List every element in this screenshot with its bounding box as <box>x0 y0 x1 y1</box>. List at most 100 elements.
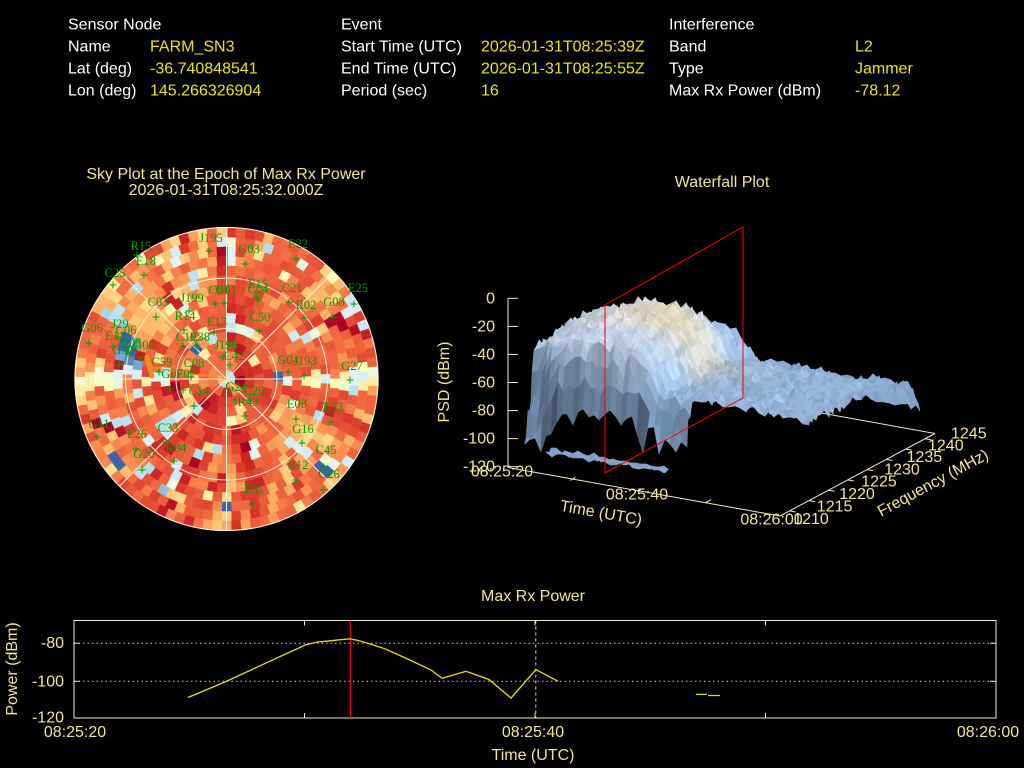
svg-text:E22: E22 <box>288 237 308 251</box>
svg-text:C01: C01 <box>209 283 230 297</box>
svg-text:J29: J29 <box>111 317 128 331</box>
svg-text:G16: G16 <box>292 422 314 436</box>
svg-text:G20: G20 <box>133 447 155 461</box>
svg-text:08:25:40: 08:25:40 <box>502 724 564 741</box>
svg-text:End Time (UTC): End Time (UTC) <box>341 61 457 78</box>
svg-text:1240: 1240 <box>928 438 964 455</box>
svg-text:-100: -100 <box>463 431 495 448</box>
svg-text:R02: R02 <box>296 298 317 312</box>
svg-text:-120: -120 <box>463 459 495 476</box>
svg-text:Band: Band <box>669 39 706 56</box>
svg-text:08:26:00: 08:26:00 <box>740 512 802 529</box>
svg-text:C03: C03 <box>148 295 169 309</box>
svg-text:Power (dBm): Power (dBm) <box>4 622 21 715</box>
svg-text:G08: G08 <box>323 295 345 309</box>
svg-text:08:25:20: 08:25:20 <box>471 464 533 481</box>
svg-text:G04: G04 <box>277 353 299 367</box>
svg-text:E25: E25 <box>348 281 368 295</box>
svg-text:C21: C21 <box>282 281 303 295</box>
svg-text:-120: -120 <box>32 710 64 727</box>
svg-text:-40: -40 <box>472 346 495 363</box>
svg-text:-80: -80 <box>472 403 495 420</box>
svg-text:G06: G06 <box>81 321 103 335</box>
svg-text:E03: E03 <box>323 400 343 414</box>
svg-text:Sky Plot at the Epoch of Max R: Sky Plot at the Epoch of Max Rx Power <box>86 166 366 183</box>
svg-text:C06: C06 <box>116 323 137 337</box>
svg-text:Name: Name <box>68 39 111 56</box>
svg-text:C26: C26 <box>244 384 265 398</box>
svg-text:E11: E11 <box>105 329 125 343</box>
svg-text:E08: E08 <box>287 397 307 411</box>
svg-text:1225: 1225 <box>861 474 897 491</box>
svg-text:-36.740848541: -36.740848541 <box>150 61 258 78</box>
svg-text:Max Rx Power: Max Rx Power <box>481 588 586 605</box>
svg-text:E18: E18 <box>136 254 156 268</box>
svg-text:-100: -100 <box>32 673 64 690</box>
svg-text:1220: 1220 <box>839 486 875 503</box>
svg-text:1235: 1235 <box>907 449 943 466</box>
svg-text:Sensor Node: Sensor Node <box>68 17 161 34</box>
svg-text:E13: E13 <box>207 315 227 329</box>
svg-text:J193: J193 <box>293 354 317 368</box>
svg-text:2026-01-31T08:25:55Z: 2026-01-31T08:25:55Z <box>481 61 645 78</box>
svg-text:G11: G11 <box>88 417 109 431</box>
svg-text:Waterfall Plot: Waterfall Plot <box>675 174 770 191</box>
svg-text:08:25:40: 08:25:40 <box>606 487 668 504</box>
svg-text:2026-01-31T08:25:32.000Z: 2026-01-31T08:25:32.000Z <box>129 182 324 199</box>
svg-text:C50: C50 <box>250 310 271 324</box>
svg-text:2026-01-31T08:25:39Z: 2026-01-31T08:25:39Z <box>481 39 645 56</box>
svg-text:-80: -80 <box>41 635 64 652</box>
svg-text:C19: C19 <box>176 330 197 344</box>
svg-text:FARM_SN3: FARM_SN3 <box>150 39 235 56</box>
svg-text:1230: 1230 <box>884 461 920 478</box>
svg-text:G01: G01 <box>215 283 237 297</box>
svg-text:L2: L2 <box>855 39 873 56</box>
svg-text:G26: G26 <box>318 467 340 481</box>
svg-text:G03: G03 <box>238 242 260 256</box>
svg-text:Lat (deg): Lat (deg) <box>68 61 132 78</box>
svg-text:Time (UTC): Time (UTC) <box>492 747 575 764</box>
svg-text:-20: -20 <box>472 318 495 335</box>
svg-text:C59: C59 <box>152 355 173 369</box>
svg-text:C25: C25 <box>105 266 126 280</box>
svg-text:08:26:00: 08:26:00 <box>957 724 1019 741</box>
svg-text:-60: -60 <box>472 375 495 392</box>
svg-text:Period (sec): Period (sec) <box>341 83 427 100</box>
svg-text:E38: E38 <box>190 330 210 344</box>
svg-text:1245: 1245 <box>951 426 987 443</box>
svg-text:G27: G27 <box>341 359 363 373</box>
svg-text:1215: 1215 <box>817 499 853 516</box>
svg-text:Event: Event <box>341 17 382 34</box>
svg-text:145.266326904: 145.266326904 <box>150 83 261 100</box>
svg-text:PSD (dBm): PSD (dBm) <box>436 342 453 423</box>
svg-text:16: 16 <box>481 83 499 100</box>
svg-text:C33: C33 <box>158 421 179 435</box>
svg-text:C45: C45 <box>316 443 337 457</box>
svg-text:0: 0 <box>486 290 495 307</box>
svg-text:Type: Type <box>669 61 704 78</box>
svg-text:C04: C04 <box>248 282 270 296</box>
svg-text:R14: R14 <box>175 309 197 323</box>
svg-text:G07: G07 <box>161 367 183 381</box>
svg-text:E31: E31 <box>244 482 264 496</box>
svg-text:R15: R15 <box>131 239 152 253</box>
svg-text:E26: E26 <box>127 427 147 441</box>
svg-text:E15: E15 <box>248 277 268 291</box>
svg-text:J195: J195 <box>199 231 223 245</box>
svg-text:R04: R04 <box>166 441 188 455</box>
svg-text:Start Time (UTC): Start Time (UTC) <box>341 39 462 56</box>
svg-text:Max Rx Power (dBm): Max Rx Power (dBm) <box>669 83 821 100</box>
svg-text:R43: R43 <box>238 395 259 409</box>
svg-text:G30: G30 <box>112 343 134 357</box>
svg-text:C05: C05 <box>121 336 142 350</box>
svg-text:J196: J196 <box>214 338 238 352</box>
svg-text:Interference: Interference <box>669 17 754 34</box>
svg-text:J199: J199 <box>180 291 204 305</box>
svg-text:E07: E07 <box>176 367 196 381</box>
svg-text:Jammer: Jammer <box>855 61 913 78</box>
svg-text:1210: 1210 <box>793 511 829 528</box>
svg-text:C08: C08 <box>184 356 205 370</box>
svg-text:Lon (deg): Lon (deg) <box>68 83 137 100</box>
svg-text:-78.12: -78.12 <box>855 83 900 100</box>
svg-text:G24: G24 <box>225 380 247 394</box>
